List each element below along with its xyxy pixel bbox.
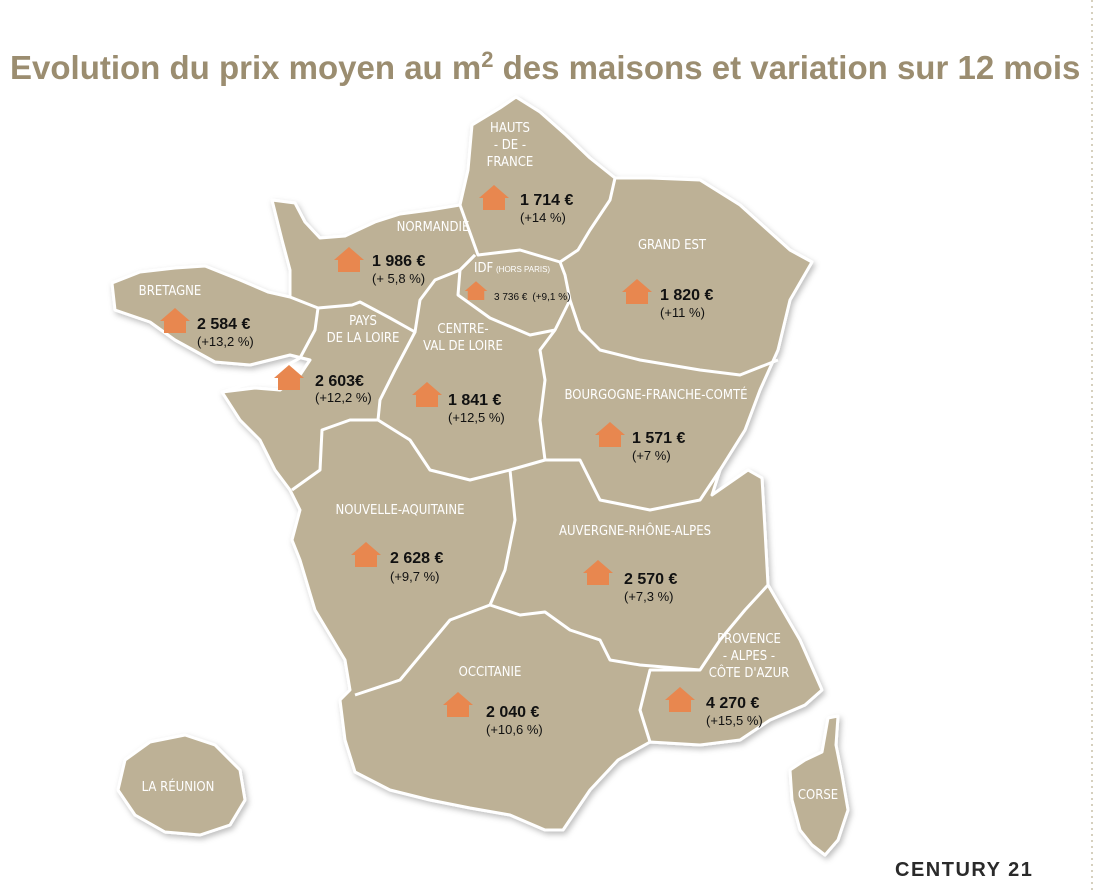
price: 1 841 € xyxy=(448,392,501,409)
labels: HAUTS - DE - FRANCE 1 714 €(+14 %) NORMANDIE… xyxy=(139,121,790,737)
region-name: DE LA LOIRE xyxy=(327,331,400,346)
variation: (+ 5,8 %) xyxy=(372,271,425,286)
border xyxy=(545,458,722,512)
house-icon xyxy=(595,422,625,447)
map xyxy=(110,95,850,857)
house-icon xyxy=(412,382,442,407)
variation: (+12,5 %) xyxy=(448,410,505,425)
house-icon xyxy=(351,542,381,567)
region-borders xyxy=(221,177,779,743)
island-label: CORSE xyxy=(798,788,838,803)
island-label: LA RÉUNION xyxy=(142,779,215,795)
border xyxy=(489,603,701,672)
region-name: - DE - xyxy=(494,138,526,153)
border xyxy=(291,331,417,492)
region-name: AUVERGNE-RHÔNE-ALPES xyxy=(559,523,711,539)
corse-shape xyxy=(788,714,850,857)
variation: (+9,1 %) xyxy=(532,292,570,303)
variation: (+10,6 %) xyxy=(486,722,543,737)
variation: (+7 %) xyxy=(632,448,671,463)
region-name: PROVENCE xyxy=(717,632,781,647)
house-icon xyxy=(583,560,613,585)
house-icon xyxy=(443,692,473,717)
title-text: Evolution du prix moyen au m xyxy=(10,49,481,86)
price: 3 736 € xyxy=(494,292,528,303)
house-icon xyxy=(479,185,509,210)
border xyxy=(488,469,517,606)
house-icon xyxy=(160,308,190,333)
house-icon xyxy=(665,687,695,712)
title: Evolution du prix moyen au m2 des maison… xyxy=(10,47,1080,86)
region-name: OCCITANIE xyxy=(459,665,522,680)
variation: (+12,2 %) xyxy=(315,390,372,405)
house-icon xyxy=(274,365,304,390)
region-name: - ALPES - xyxy=(723,649,775,664)
region-name: PAYS xyxy=(349,314,377,329)
border xyxy=(456,253,572,337)
price: 2 584 € xyxy=(197,316,250,333)
price: 4 270 € xyxy=(706,695,759,712)
region-name: HAUTS xyxy=(490,121,530,136)
la-reunion-shape xyxy=(116,733,247,837)
border xyxy=(354,603,491,697)
price: 1 571 € xyxy=(632,430,685,447)
border xyxy=(377,418,546,482)
border xyxy=(638,583,770,743)
region-name: NOUVELLE-AQUITAINE xyxy=(336,503,465,518)
region-name: CENTRE- xyxy=(437,322,488,337)
region-name: FRANCE xyxy=(487,155,534,170)
region-name: BOURGOGNE-FRANCHE-COMTÉ xyxy=(564,387,747,403)
border xyxy=(538,329,557,461)
variation: (+13,2 %) xyxy=(197,334,254,349)
house-icon xyxy=(334,247,364,272)
price: 2 628 € xyxy=(390,550,443,567)
region-name: VAL DE LOIRE xyxy=(423,339,503,354)
border xyxy=(221,307,320,394)
house-icon xyxy=(622,279,652,304)
logo: CENTURY 21 xyxy=(895,859,1033,881)
region-name: IDF xyxy=(474,261,493,276)
price: 1 820 € xyxy=(660,287,713,304)
variation: (+7,3 %) xyxy=(624,589,674,604)
title-superscript: 2 xyxy=(481,47,493,72)
region-name: NORMANDIE xyxy=(397,220,470,235)
region-note: (HORS PARIS) xyxy=(496,265,550,274)
region-name: GRAND EST xyxy=(638,238,707,253)
variation: (+9,7 %) xyxy=(390,569,440,584)
title-text: des maisons et variation sur 12 mois xyxy=(493,49,1080,86)
price: 1 986 € xyxy=(372,253,425,270)
variation: (+14 %) xyxy=(520,210,566,225)
border xyxy=(458,177,617,264)
price-line: 3 736 € (+9,1 %) xyxy=(494,292,570,303)
price: 2 570 € xyxy=(624,571,677,588)
price: 2 603€ xyxy=(315,373,364,390)
variation: (+11 %) xyxy=(660,305,705,320)
variation: (+15,5 %) xyxy=(706,713,763,728)
border xyxy=(289,253,477,334)
region-name: BRETAGNE xyxy=(139,284,202,299)
border xyxy=(568,299,779,377)
price: 1 714 € xyxy=(520,192,573,209)
price: 2 040 € xyxy=(486,704,539,721)
house-icon xyxy=(464,281,488,300)
region-name: CÔTE D'AZUR xyxy=(709,665,790,681)
